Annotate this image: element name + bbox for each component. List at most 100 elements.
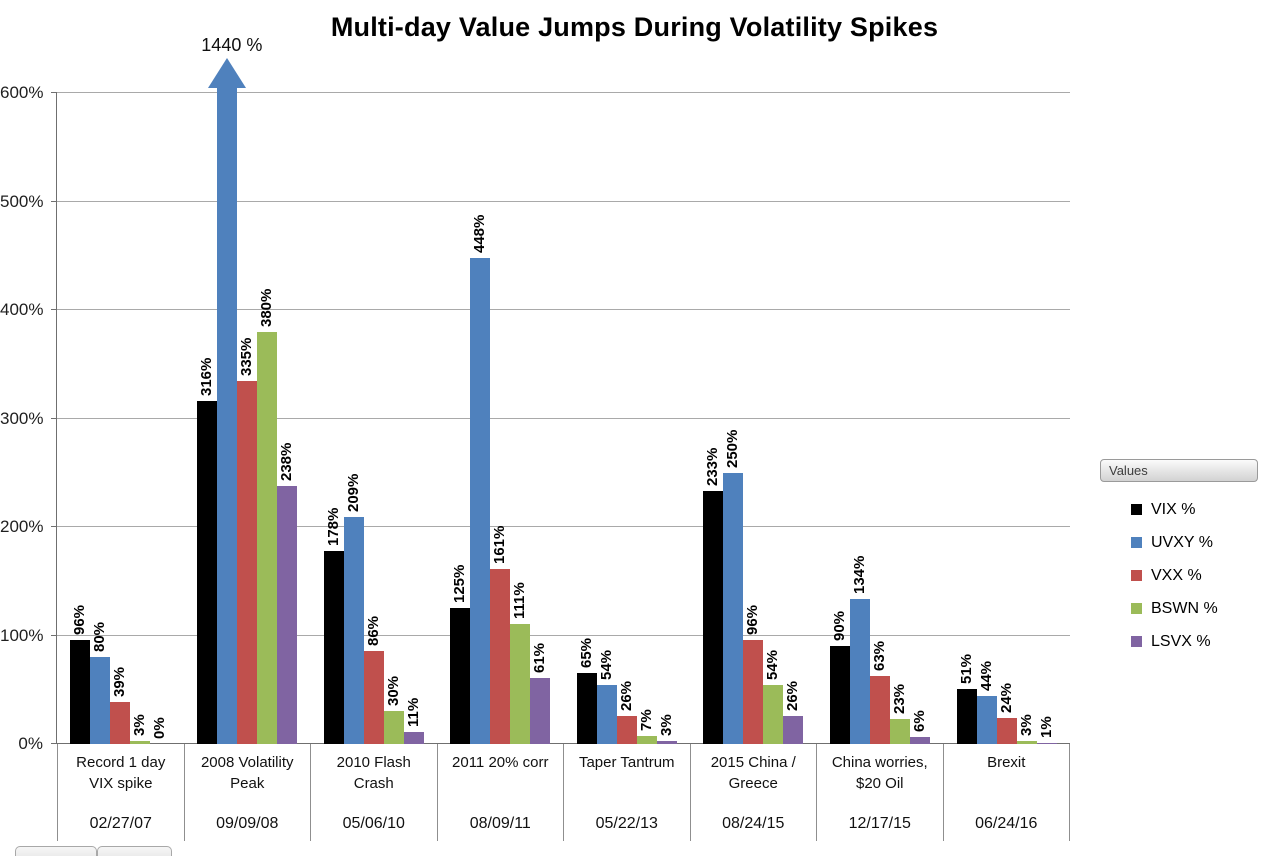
bar-vix-4[interactable]: 65%: [576, 638, 597, 744]
legend-item[interactable]: LSVX %: [1131, 625, 1258, 658]
bar-vxx-1[interactable]: 335%: [236, 338, 257, 744]
bar-lsvx-5[interactable]: 26%: [783, 681, 804, 744]
data-label: 26%: [617, 680, 635, 711]
y-axis-tickmark: [51, 309, 57, 310]
bar-lsvx-7[interactable]: 1%: [1036, 716, 1057, 744]
data-label: 380%: [257, 288, 275, 327]
bar-bswn-3[interactable]: 111%: [510, 582, 531, 744]
y-axis-tickmark: [51, 526, 57, 527]
bar-vxx-7[interactable]: 24%: [996, 683, 1017, 744]
bar-vxx-5[interactable]: 96%: [743, 605, 764, 744]
data-label: 96%: [744, 604, 762, 635]
pivot-field-button-right[interactable]: [97, 846, 172, 856]
data-label: 250%: [724, 429, 742, 468]
legend-item[interactable]: BSWN %: [1131, 592, 1258, 625]
bar-vix-1[interactable]: 316%: [196, 358, 217, 744]
bar-bswn-0[interactable]: 3%: [130, 714, 151, 744]
bar-lsvx-3[interactable]: 61%: [530, 643, 551, 744]
pivot-field-button-left[interactable]: [15, 846, 97, 856]
category-name: 2008 Volatility Peak: [200, 754, 294, 792]
bar-group: 125% 448% 161% 111% 61%: [437, 93, 564, 744]
data-label: 0%: [151, 717, 169, 739]
category-date: 05/06/10: [342, 815, 405, 832]
bar-uvxy-5[interactable]: 250%: [723, 430, 744, 744]
bar-uvxy-3[interactable]: 448%: [470, 215, 491, 744]
bar-group: 96% 80% 39% 3% 0%: [57, 93, 184, 744]
bar-vix-3[interactable]: 125%: [450, 565, 471, 744]
plot-area: 96% 80% 39% 3% 0% 316% 1440 % 335% 380% 238% 178% 2…: [56, 35, 1070, 744]
legend-marker-icon: [1131, 636, 1142, 647]
bar-lsvx-4[interactable]: 3%: [656, 714, 677, 744]
data-label: 209%: [344, 473, 362, 512]
y-axis-tick-label: 500%: [0, 191, 44, 211]
data-label: 134%: [851, 555, 869, 594]
bar-lsvx-1[interactable]: 238%: [276, 443, 297, 744]
category-label: Taper Tantrum 05/22/13: [563, 744, 690, 841]
bar-group: 51% 44% 24% 3% 1%: [943, 93, 1070, 744]
bar-uvxy-7[interactable]: 44%: [976, 661, 997, 744]
gridline: [57, 200, 1070, 202]
bar-vxx-4[interactable]: 26%: [616, 681, 637, 744]
data-label: 3%: [1017, 714, 1035, 736]
bar-vix-5[interactable]: 233%: [703, 448, 724, 744]
data-label: 3%: [131, 714, 149, 736]
category-name: Record 1 day VIX spike: [76, 754, 166, 792]
bar-bswn-7[interactable]: 3%: [1016, 714, 1037, 744]
data-label: 233%: [704, 447, 722, 486]
legend-item-label: LSVX %: [1151, 632, 1211, 650]
x-axis-line: [57, 743, 1070, 744]
bar-vxx-0[interactable]: 39%: [110, 667, 131, 744]
y-axis-tick-label: 200%: [0, 517, 44, 536]
legend-item[interactable]: VXX %: [1131, 559, 1258, 592]
bar-vix-2[interactable]: 178%: [323, 508, 344, 744]
x-axis: Record 1 day VIX spike 02/27/07 2008 Volat…: [57, 744, 1070, 841]
bar-lsvx-2[interactable]: 11%: [403, 698, 424, 744]
values-field-button[interactable]: Values: [1100, 459, 1258, 482]
chart-title: Multi-day Value Jumps During Volatility …: [330, 12, 939, 42]
bar-vix-7[interactable]: 51%: [956, 654, 977, 744]
category-name: 2011 20% corr: [452, 754, 549, 771]
category-label: China worries, $20 Oil 12/17/15: [816, 744, 943, 841]
bar-vxx-6[interactable]: 63%: [870, 641, 891, 744]
bar-uvxy-2[interactable]: 209%: [343, 474, 364, 744]
data-label: 24%: [997, 682, 1015, 713]
legend-marker-icon: [1131, 504, 1142, 515]
bar-bswn-6[interactable]: 23%: [890, 684, 911, 744]
bar-bswn-4[interactable]: 7%: [636, 709, 657, 744]
bar-bswn-1[interactable]: 380%: [256, 289, 277, 744]
category-date: 08/09/11: [469, 815, 531, 832]
bar-group: 316% 1440 % 335% 380% 238%: [184, 35, 311, 744]
category-name: 2015 China / Greece: [710, 754, 796, 792]
bar-vix-6[interactable]: 90%: [830, 611, 851, 744]
y-axis: 0% 100% 200% 300% 400% 500% 600%: [0, 83, 57, 753]
bar-vxx-2[interactable]: 86%: [363, 616, 384, 744]
bar-uvxy-4[interactable]: 54%: [596, 650, 617, 744]
legend-item[interactable]: UVXY %: [1131, 526, 1258, 559]
category-label: 2015 China / Greece 08/24/15: [689, 744, 817, 841]
data-label: 11%: [404, 697, 422, 727]
bar-uvxy-0[interactable]: 80%: [90, 622, 111, 744]
data-label: 90%: [831, 610, 849, 641]
category-date: 05/22/13: [595, 815, 658, 832]
y-axis-tickmark: [51, 634, 57, 636]
bar-lsvx-6[interactable]: 6%: [910, 710, 931, 744]
y-axis-tickmark: [51, 92, 57, 93]
bar-vix-0[interactable]: 96%: [70, 605, 91, 744]
bar-bswn-5[interactable]: 54%: [763, 650, 784, 744]
bar-bswn-2[interactable]: 30%: [383, 676, 404, 744]
data-label: 125%: [451, 564, 469, 603]
category-date: 08/24/15: [722, 815, 785, 832]
bar-vxx-3[interactable]: 161%: [490, 526, 511, 744]
bar-group: 178% 209% 86% 30% 11%: [310, 93, 437, 744]
y-axis-line: [56, 93, 57, 744]
legend: Values VIX % UVXY % VXX % BSWN % LSVX %: [1100, 459, 1258, 658]
category-label: Record 1 day VIX spike 02/27/07: [57, 744, 184, 841]
legend-item[interactable]: VIX %: [1131, 493, 1258, 526]
data-label: 3%: [657, 714, 675, 736]
bar-uvxy-6[interactable]: 134%: [850, 556, 871, 744]
bar-uvxy-1[interactable]: 1440 %: [201, 35, 262, 744]
data-label: 80%: [91, 621, 109, 652]
y-axis-tickmark: [51, 743, 57, 744]
category-label: 2010 Flash Crash 05/06/10: [310, 744, 437, 841]
data-label: 7%: [637, 709, 655, 731]
